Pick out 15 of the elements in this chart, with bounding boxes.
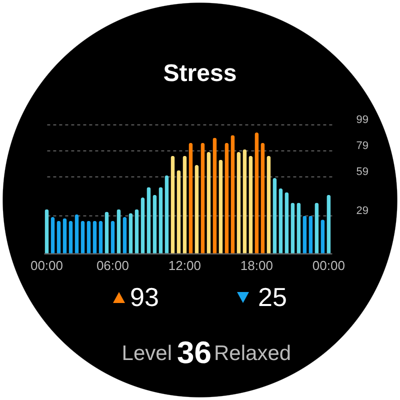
x-tick-label: 00:00 — [30, 258, 64, 273]
x-tick-label: 18:00 — [240, 258, 273, 273]
text: Relaxed — [214, 342, 292, 365]
chart-title: Stress — [162, 60, 238, 87]
text: Level — [122, 342, 172, 365]
text: 25 — [258, 282, 287, 312]
text: 93 — [130, 282, 159, 312]
x-tick-label: 12:00 — [168, 258, 201, 273]
y-tick-label: 59 — [356, 166, 368, 178]
y-tick-label: 79 — [356, 140, 368, 152]
x-tick-label: 00:00 — [312, 258, 345, 273]
y-tick-label: 29 — [356, 205, 368, 218]
y-tick-label: 99 — [356, 114, 368, 126]
text: 36 — [177, 335, 212, 370]
x-tick-label: 06:00 — [96, 258, 129, 273]
